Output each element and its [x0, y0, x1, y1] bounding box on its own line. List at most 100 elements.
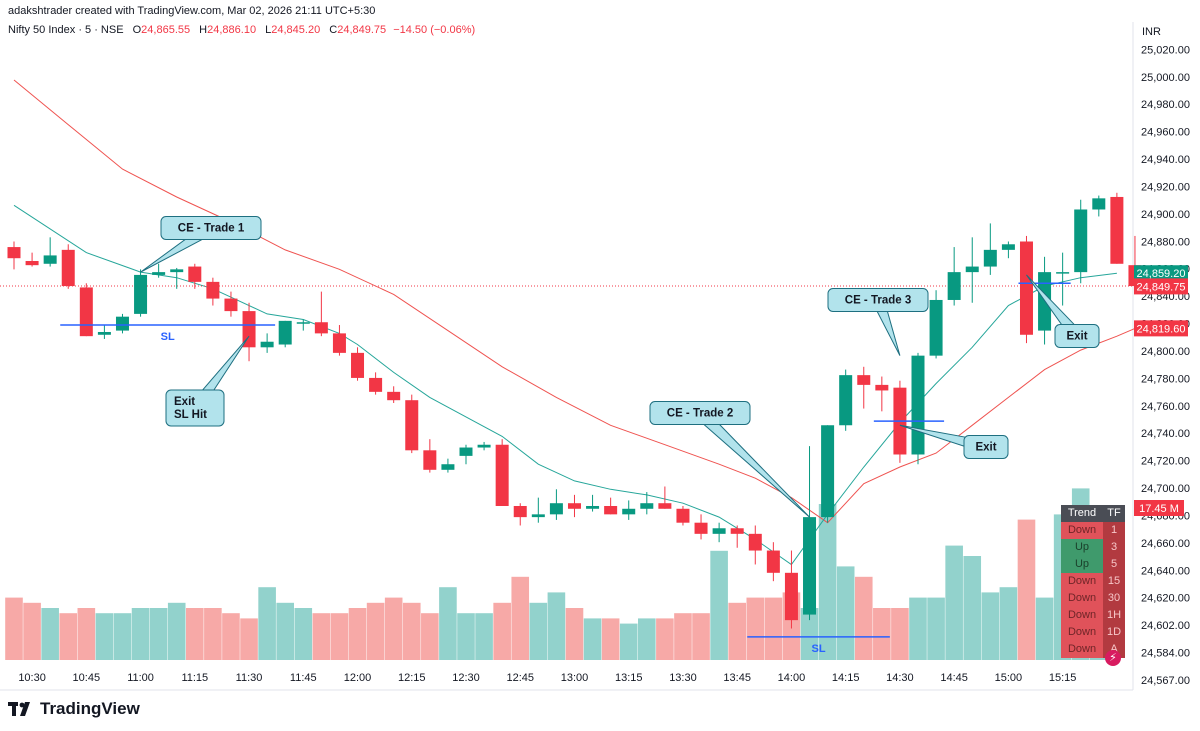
volume-bar — [728, 602, 746, 660]
trend-cell: Down — [1061, 573, 1103, 590]
volume-bar — [945, 545, 963, 660]
candle-body — [170, 269, 184, 273]
candle-body — [25, 260, 39, 266]
volume-bar — [583, 618, 602, 660]
candle-body — [224, 298, 238, 312]
candle-body — [1110, 196, 1124, 264]
y-tick-label: 24,740.00 — [1141, 428, 1190, 440]
volume-bar — [475, 613, 493, 660]
trend-cell: Down — [1061, 624, 1103, 641]
tf-cell: 1H — [1103, 607, 1125, 624]
tradingview-logo[interactable]: TradingView — [8, 699, 140, 719]
y-tick-label: 24,567.00 — [1141, 675, 1190, 687]
volume-bar — [1035, 597, 1054, 660]
x-tick-label: 13:15 — [615, 672, 643, 684]
candle-body — [423, 450, 437, 470]
candle-body — [531, 514, 545, 518]
x-tick-label: 10:30 — [18, 672, 46, 684]
candle-body — [1038, 272, 1052, 331]
ohlc-open-key: O — [132, 24, 142, 36]
volume-bar — [186, 608, 204, 660]
candle-body — [260, 341, 274, 348]
price-badge-label: 24,859.20 — [1137, 268, 1186, 280]
candle-body — [549, 503, 563, 515]
volume-bar — [312, 613, 331, 660]
callout-label: SL Hit — [174, 409, 207, 421]
ohlc-low-key: L — [265, 24, 272, 36]
callout-label: CE - Trade 2 — [667, 408, 733, 420]
candle-body — [676, 508, 690, 523]
candle-body — [875, 384, 889, 391]
trend-row: Down 1H — [1061, 607, 1125, 624]
ohlc-high-key: H — [199, 24, 208, 36]
candle-body — [730, 528, 744, 534]
y-tick-label: 24,620.00 — [1141, 593, 1190, 605]
volume-bar — [927, 597, 945, 660]
volume-bar — [276, 602, 294, 660]
candle-body — [188, 266, 202, 282]
volume-bar — [963, 556, 982, 660]
candle-body — [61, 249, 75, 287]
lightning-icon[interactable]: ⚡ — [1105, 650, 1121, 666]
y-tick-label: 24,720.00 — [1141, 456, 1190, 468]
x-tick-label: 14:45 — [940, 672, 968, 684]
volume-bar — [366, 602, 385, 660]
candle-body — [206, 281, 220, 299]
candle-body — [7, 247, 21, 259]
y-tick-label: 24,602.00 — [1141, 620, 1190, 632]
candle-body — [1019, 241, 1033, 335]
volume-badge — [1134, 500, 1184, 516]
volume-bar — [384, 597, 403, 660]
tf-cell: 1 — [1103, 522, 1125, 539]
x-tick-label: 14:00 — [778, 672, 806, 684]
volume-bar — [981, 592, 1000, 660]
candle-body — [332, 333, 346, 353]
candle-body — [839, 375, 853, 426]
x-tick-label: 12:00 — [344, 672, 372, 684]
currency-label: INR — [1142, 26, 1161, 38]
x-tick-label: 11:15 — [181, 672, 208, 684]
callout-label: Exit — [975, 442, 996, 454]
x-tick-label: 12:30 — [452, 672, 480, 684]
candle-body — [97, 331, 111, 335]
candle-body — [857, 375, 871, 385]
y-tick-label: 24,920.00 — [1141, 181, 1190, 193]
volume-bar — [258, 587, 276, 660]
trend-cell: Down — [1061, 522, 1103, 539]
callout-box — [165, 389, 225, 427]
volume-bar — [529, 602, 548, 660]
tf-cell: 1D — [1103, 624, 1125, 641]
trend-row: Down 15 — [1061, 573, 1125, 590]
candle-body — [586, 505, 600, 509]
callout-box — [649, 401, 751, 425]
volume-bar — [457, 613, 475, 660]
volume-bar — [710, 550, 728, 660]
price-badge-label: 24,819.60 — [1137, 323, 1186, 335]
ohlc-low-value: 24,845.20 — [271, 24, 321, 36]
symbol-name[interactable]: Nifty 50 Index · 5 · NSE — [8, 24, 124, 36]
candle-body — [622, 508, 636, 515]
y-tick-label: 24,880.00 — [1141, 236, 1190, 248]
candle-body — [983, 249, 997, 267]
y-tick-label: 24,584.00 — [1141, 648, 1190, 660]
price-badge — [1134, 320, 1188, 337]
volume-bar — [131, 608, 150, 660]
trend-table: Trend TF Down 1 Up 3 Up 5 Down 15 Down 30 Dow… — [1061, 505, 1125, 658]
candle-body — [784, 572, 798, 621]
trend-row: Down 1 — [1061, 522, 1125, 539]
candle-body — [79, 287, 93, 337]
candle-body — [567, 503, 581, 509]
candle-body — [369, 377, 383, 392]
candle-body — [1001, 244, 1015, 250]
x-tick-label: 13:45 — [723, 672, 751, 684]
callout-label: Exit — [1066, 331, 1087, 343]
volume-bar — [1017, 519, 1036, 660]
ohlc-change-value: −14.50 (−0.06%) — [393, 24, 476, 36]
y-tick-label: 24,940.00 — [1141, 154, 1190, 166]
x-tick-label: 15:00 — [995, 672, 1023, 684]
y-tick-label: 24,700.00 — [1141, 483, 1190, 495]
candle-body — [43, 255, 57, 264]
x-tick-label: 11:30 — [236, 672, 263, 684]
volume-bar — [638, 618, 656, 660]
